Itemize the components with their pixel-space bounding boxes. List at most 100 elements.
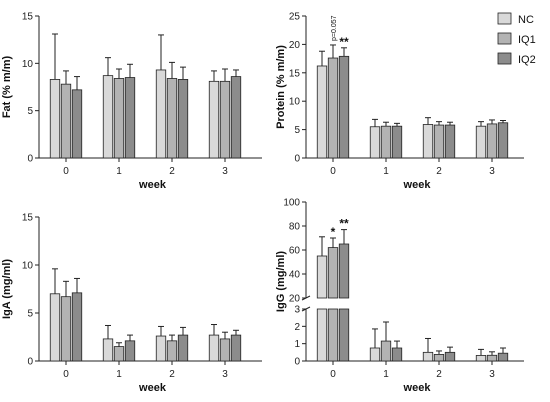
significance-marker: ** <box>339 217 349 231</box>
y-tick-label: 2 <box>294 322 300 333</box>
significance-marker: * <box>331 225 336 239</box>
y-tick-label: 0 <box>294 357 300 368</box>
significance-marker: ** <box>339 35 349 49</box>
x-tick-label: 1 <box>116 166 122 177</box>
iq1-bar <box>60 296 72 362</box>
nc-bar-upper <box>316 255 328 299</box>
x-axis-label: week <box>138 179 167 191</box>
y-tick-label: 1 <box>294 339 300 350</box>
fat-panel: 0 5 10 15 Fat (% m/m) week 0 1 2 3 <box>1 12 262 191</box>
nc-bar <box>422 351 434 362</box>
x-tick-label: 1 <box>383 369 389 380</box>
x-tick-label: 3 <box>489 369 495 380</box>
iq2-bar <box>124 77 136 159</box>
iq1-bar <box>327 57 339 159</box>
nc-bar <box>475 355 487 362</box>
y-tick-label: 5 <box>27 106 33 117</box>
iq1-bar <box>433 124 445 159</box>
iq2-bar <box>230 76 242 159</box>
y-tick-label: 10 <box>22 261 34 272</box>
iq2-bar <box>391 125 403 159</box>
iq2-bar-lower <box>338 308 350 362</box>
y-tick-label: 20 <box>289 294 301 305</box>
x-tick-label: 3 <box>489 166 495 177</box>
x-tick-label: 1 <box>383 166 389 177</box>
legend-label-iq2: IQ2 <box>518 54 536 66</box>
iq2-bar <box>497 352 509 362</box>
iq1-bar <box>486 123 498 159</box>
x-axis-label: week <box>403 382 432 394</box>
y-tick-label: 15 <box>289 68 301 79</box>
nc-bar <box>155 335 167 362</box>
x-axis-label: week <box>403 179 432 191</box>
nc-bar <box>102 338 114 362</box>
iq1-bar <box>380 340 392 362</box>
x-tick-label: 0 <box>63 369 69 380</box>
axis-break-mark <box>301 295 311 301</box>
nc-bar <box>316 65 328 159</box>
y-axis-label: IgA (mg/ml) <box>1 259 13 319</box>
nc-bar <box>422 124 434 159</box>
protein-panel: 0 5 10 15 20 25 Protein (% m/m) week 0 1 2 3 p=0.057… <box>275 12 524 191</box>
legend-swatch-iq2 <box>497 52 512 65</box>
nc-bar <box>208 334 220 362</box>
y-tick-label: 15 <box>22 213 34 224</box>
y-tick-label: 100 <box>283 198 300 209</box>
iq1-bar <box>113 78 125 159</box>
iq2-bar <box>444 124 456 159</box>
y-tick-label: 5 <box>294 125 300 136</box>
y-tick-label: 3 <box>294 305 300 316</box>
x-tick-label: 2 <box>169 369 175 380</box>
x-tick-label: 2 <box>436 369 442 380</box>
iq1-bar <box>219 80 231 159</box>
nc-bar <box>369 347 381 362</box>
iq1-bar <box>380 125 392 159</box>
iq2-bar <box>71 292 83 362</box>
y-axis-label: Fat (% m/m) <box>1 55 13 118</box>
iq2-bar-upper <box>338 243 350 299</box>
y-axis-label: IgG (mg/ml) <box>275 251 287 312</box>
iq1-bar <box>486 354 498 362</box>
iq2-bar <box>230 334 242 362</box>
iq2-bar <box>391 347 403 362</box>
iq2-bar <box>338 55 350 159</box>
y-tick-label: 40 <box>289 270 301 281</box>
y-tick-label: 10 <box>22 59 34 70</box>
iga-panel: 0 5 10 15 IgA (mg/ml) week 0 1 2 3 <box>1 213 262 394</box>
x-tick-label: 0 <box>330 369 336 380</box>
iq1-bar <box>60 83 72 159</box>
iq2-bar <box>444 351 456 362</box>
nc-bar <box>369 126 381 159</box>
p-value-annotation: p=0.057 <box>331 15 338 41</box>
x-tick-label: 0 <box>63 166 69 177</box>
y-tick-label: 80 <box>289 222 301 233</box>
iq1-bar-upper <box>327 247 339 299</box>
iq1-bar <box>433 354 445 362</box>
nc-bar <box>49 79 61 159</box>
nc-bar-lower <box>316 308 328 362</box>
y-tick-label: 25 <box>289 12 301 23</box>
y-tick-label: 5 <box>27 309 33 320</box>
x-tick-label: 0 <box>330 166 336 177</box>
axis-break-mark <box>301 306 311 312</box>
legend-swatch-iq1 <box>497 32 512 45</box>
legend: NC IQ1 IQ2 <box>497 12 536 66</box>
nc-bar <box>49 293 61 362</box>
legend-label-nc: NC <box>518 14 534 26</box>
iq2-bar <box>497 122 509 159</box>
iq2-bar <box>177 334 189 362</box>
y-tick-label: 10 <box>289 97 301 108</box>
y-tick-label: 0 <box>294 154 300 165</box>
y-tick-label: 20 <box>289 40 301 51</box>
nc-bar <box>475 125 487 159</box>
iq1-bar-lower <box>327 308 339 362</box>
iq1-bar <box>113 346 125 362</box>
x-axis-label: week <box>138 382 167 394</box>
y-tick-label: 0 <box>27 154 33 165</box>
nc-bar <box>102 75 114 159</box>
x-tick-label: 2 <box>436 166 442 177</box>
legend-swatch-nc <box>497 12 512 25</box>
x-tick-label: 3 <box>222 166 228 177</box>
nc-bar <box>155 69 167 159</box>
x-tick-label: 1 <box>116 369 122 380</box>
